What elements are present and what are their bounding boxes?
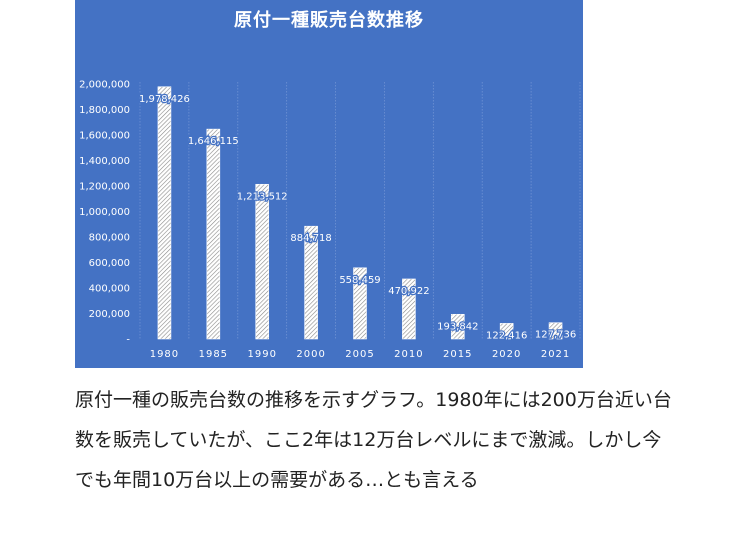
y-tick-label: -	[126, 335, 130, 346]
y-tick-label: 400,000	[89, 284, 130, 295]
x-tick-label: 2015	[443, 349, 472, 360]
bar-2021	[548, 322, 563, 340]
data-label: 1,213,512	[237, 191, 288, 202]
y-tick-label: 1,800,000	[79, 105, 130, 116]
y-tick-label: 2,000,000	[79, 80, 130, 91]
x-tick-label: 2020	[492, 349, 521, 360]
bar-2000	[304, 225, 318, 340]
y-tick-label: 800,000	[89, 233, 130, 244]
data-label: 127,736	[535, 330, 576, 341]
data-label: 1,978,426	[139, 94, 190, 105]
data-label: 193,842	[437, 321, 478, 332]
y-tick-label: 1,600,000	[79, 131, 130, 142]
y-tick-label: 1,400,000	[79, 156, 130, 167]
y-tick-label: 1,000,000	[79, 207, 130, 218]
chart-title: 原付一種販売台数推移	[234, 10, 424, 31]
bar-1985	[206, 128, 221, 340]
sales-chart: 原付一種販売台数推移 - 200,000 400,000 600,000 800,000…	[75, 0, 583, 368]
y-tick-label: 200,000	[89, 309, 130, 320]
chart-plot: - 200,000 400,000 600,000 800,000 1,000,000 1,…	[79, 80, 581, 360]
data-label: 470,922	[388, 286, 429, 297]
chart-caption: 原付一種の販売台数の推移を示すグラフ。1980年には200万台近い台数を販売して…	[75, 389, 672, 491]
x-tick-label: 1990	[247, 349, 276, 360]
x-tick-label: 1980	[150, 349, 179, 360]
bar-2015	[450, 313, 465, 340]
y-tick-label: 1,200,000	[79, 182, 130, 193]
x-tick-label: 2005	[345, 349, 374, 360]
data-label: 558,459	[339, 275, 380, 286]
x-tick-label: 2010	[394, 349, 423, 360]
data-label: 884,718	[290, 233, 331, 244]
bar-1990	[255, 183, 270, 340]
data-label: 1,646,115	[188, 136, 239, 147]
x-tick-label: 2021	[541, 349, 570, 360]
y-tick-label: 600,000	[89, 258, 130, 269]
bar-2005	[353, 267, 367, 340]
data-label: 122,416	[486, 330, 527, 341]
bar-2010	[402, 278, 416, 340]
x-tick-label: 1985	[199, 349, 228, 360]
bar-1980	[157, 86, 172, 340]
bar-2020	[499, 323, 514, 340]
x-tick-label: 2000	[296, 349, 325, 360]
